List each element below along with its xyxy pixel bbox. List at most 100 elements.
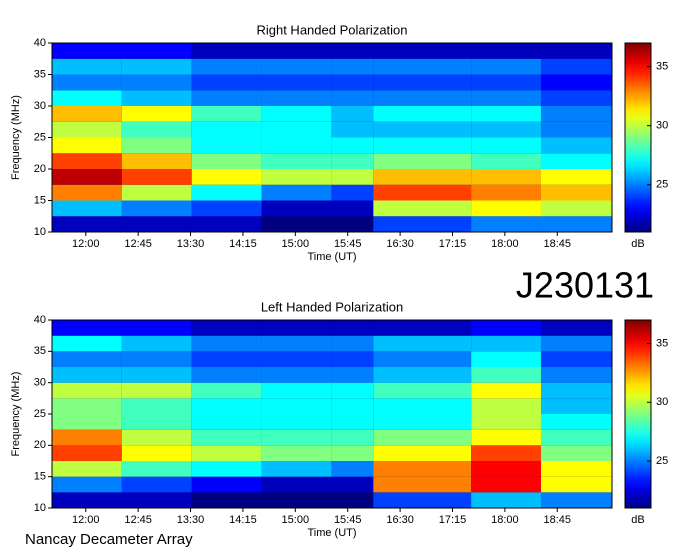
heatmap-cell [52,492,122,508]
heatmap-cell [331,153,374,169]
heatmap-cell [191,184,262,201]
heatmap-cell [471,216,541,232]
heatmap-cell [261,169,332,185]
x-tick-label: 15:45 [334,238,362,250]
x-tick-label: 15:00 [282,238,310,250]
heatmap-cell [261,429,332,446]
observation-id: J230131 [516,265,654,306]
heatmap-cell [471,367,541,383]
heatmap-cell [331,382,374,399]
heatmap-cell [191,351,262,367]
heatmap-cell [373,398,472,414]
heatmap-cell [331,414,374,430]
x-axis-label: Time (UT) [307,251,356,263]
heatmap-cell [191,106,262,122]
heatmap-cell [191,382,262,399]
heatmap-cell [331,445,374,461]
heatmap-cell [373,90,472,106]
heatmap-cell [540,335,612,352]
x-tick-label: 13:30 [177,514,205,526]
heatmap-cell [471,492,541,508]
heatmap-cell [121,74,192,91]
heatmap-cell [261,216,332,232]
heatmap-cell [121,320,192,336]
heatmap-cell [540,367,612,383]
y-tick-label: 25 [34,131,46,143]
colorbar-label: dB [631,514,644,526]
x-tick-label: 12:45 [124,238,152,250]
heatmap-cell [191,367,262,383]
heatmap-cell [121,335,192,352]
heatmap-cell [52,335,122,352]
y-tick-label: 30 [34,100,46,112]
heatmap-cell [52,90,122,106]
heatmap-cell [52,429,122,446]
heatmap-cell [121,367,192,383]
y-axis-label: Frequency (MHz) [10,95,22,180]
heatmap-cell [121,351,192,367]
heatmap-cell [121,461,192,477]
heatmap-cell [373,382,472,399]
colorbar-tick-label: 30 [656,120,668,132]
heatmap-cell [373,414,472,430]
heatmap-cell [373,58,472,75]
heatmap-cell [540,476,612,493]
heatmap-cell [191,137,262,154]
heatmap-cell [121,429,192,446]
heatmap-cell [121,58,192,75]
heatmap-cell [191,492,262,508]
heatmap-cell [471,58,541,75]
heatmap-cell [471,398,541,414]
heatmap-cell [261,445,332,461]
heatmap-cell [261,367,332,383]
y-tick-label: 25 [34,408,46,420]
y-tick-label: 35 [34,345,46,357]
heatmap-cell [52,74,122,91]
heatmap-cell [331,335,374,352]
heatmap-cell [540,137,612,154]
heatmap-cell [331,43,374,59]
heatmap-cell [373,43,472,59]
heatmap-cell [540,351,612,367]
heatmap-cell [331,74,374,91]
heatmap-cell [471,137,541,154]
heatmap-cell [191,335,262,352]
x-tick-label: 18:00 [491,514,519,526]
heatmap-cell [121,137,192,154]
heatmap-cell [373,216,472,232]
heatmap-cell [261,461,332,477]
heatmap-cell [121,121,192,138]
y-tick-label: 40 [34,314,46,326]
heatmap-cell [373,200,472,217]
heatmap-cell [331,398,374,414]
heatmap-cell [261,492,332,508]
heatmap-cell [540,184,612,201]
heatmap-cell [121,414,192,430]
heatmap-cell [261,382,332,399]
heatmap-cell [261,137,332,154]
heatmap-cell [331,169,374,185]
heatmap-cell [331,137,374,154]
heatmap-cell [471,200,541,217]
heatmap-cell [331,429,374,446]
heatmap-cell [191,121,262,138]
heatmap-cell [52,414,122,430]
heatmap-cell [471,429,541,446]
heatmap-cell [373,121,472,138]
heatmap-cell [540,121,612,138]
heatmap-cell [261,200,332,217]
heatmap-cell [373,169,472,185]
y-axis-label: Frequency (MHz) [10,372,22,457]
heatmap-cell [540,58,612,75]
heatmap-cell [373,153,472,169]
heatmap-cell [471,169,541,185]
heatmap-cell [52,382,122,399]
heatmap-cell [191,461,262,477]
heatmap-cell [121,216,192,232]
heatmap-cell [373,461,472,477]
heatmap-cell [471,74,541,91]
heatmap-cell [261,184,332,201]
heatmap-cell [261,43,332,59]
x-axis-label: Time (UT) [307,527,356,539]
